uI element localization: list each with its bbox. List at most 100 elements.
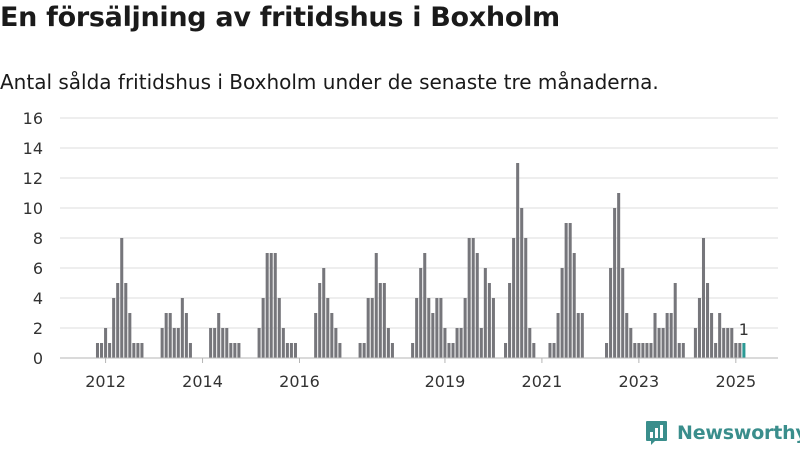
- newsworthy-logo-icon: [646, 421, 667, 445]
- bar: [390, 343, 394, 358]
- bar: [168, 313, 172, 358]
- bar: [277, 298, 281, 358]
- bar: [257, 328, 261, 358]
- bar: [160, 328, 164, 358]
- bar: [657, 328, 661, 358]
- bar: [326, 298, 330, 358]
- bar: [552, 343, 556, 358]
- bar: [423, 253, 427, 358]
- bar: [710, 313, 714, 358]
- chart-title: En försäljning av fritidshus i Boxholm: [0, 2, 560, 33]
- bar: [714, 343, 718, 358]
- bar: [330, 313, 334, 358]
- bar: [665, 313, 669, 358]
- bar: [415, 298, 419, 358]
- highlight-data-label: 1: [739, 320, 749, 339]
- bar: [459, 328, 463, 358]
- bar: [104, 328, 108, 358]
- bar: [419, 268, 423, 358]
- bar: [358, 343, 362, 358]
- bar: [455, 328, 459, 358]
- y-tick-label: 14: [23, 139, 43, 158]
- bar: [556, 313, 560, 358]
- bar: [269, 253, 273, 358]
- bar: [184, 313, 188, 358]
- x-tick-label: 2021: [522, 372, 563, 391]
- newsworthy-logo: Newsworthy: [645, 420, 800, 446]
- bar: [124, 283, 128, 358]
- bar: [128, 313, 132, 358]
- bar: [213, 328, 217, 358]
- bar: [435, 298, 439, 358]
- bar: [673, 283, 677, 358]
- bar: [520, 208, 524, 358]
- bar: [140, 343, 144, 358]
- y-tick-label: 4: [33, 289, 43, 308]
- bar: [366, 298, 370, 358]
- bar: [471, 238, 475, 358]
- bar: [734, 343, 738, 358]
- bar: [451, 343, 455, 358]
- bar: [491, 298, 495, 358]
- bar: [532, 343, 536, 358]
- bar: [681, 343, 685, 358]
- bar: [314, 313, 318, 358]
- bar: [572, 253, 576, 358]
- bar: [580, 313, 584, 358]
- bar: [439, 298, 443, 358]
- bar: [701, 238, 706, 358]
- bar-chart: 0 2 4 6 8 10 12 14 16 1 2012 2014 2016 2019 2021 2023 20…: [23, 109, 778, 391]
- bar: [568, 223, 572, 358]
- x-tick-label: 2019: [425, 372, 466, 391]
- bar: [112, 298, 116, 358]
- bar: [382, 283, 386, 358]
- bar: [524, 238, 528, 358]
- bar: [512, 238, 516, 358]
- bar: [637, 343, 641, 358]
- bar: [164, 313, 168, 358]
- bar: [431, 313, 435, 358]
- bar: [370, 298, 374, 358]
- bar: [265, 253, 269, 358]
- bar: [386, 328, 390, 358]
- bar: [209, 328, 213, 358]
- bar: [564, 223, 568, 358]
- bar: [718, 313, 722, 358]
- bar: [669, 313, 673, 358]
- bar: [487, 283, 491, 358]
- bar: [108, 343, 112, 358]
- bar: [738, 343, 742, 358]
- bar: [338, 343, 342, 358]
- bar: [289, 343, 293, 358]
- bar: [132, 343, 136, 358]
- bar: [362, 343, 366, 358]
- x-tick-label: 2014: [182, 372, 223, 391]
- bar: [443, 328, 447, 358]
- x-tick-label: 2016: [279, 372, 320, 391]
- bar: [483, 268, 487, 358]
- bar: [229, 343, 233, 358]
- y-tick-label: 12: [23, 169, 43, 188]
- y-tick-label: 16: [23, 109, 43, 128]
- bar: [233, 343, 237, 358]
- bar: [641, 343, 645, 358]
- bar: [609, 268, 613, 358]
- x-tick-label: 2012: [85, 372, 126, 391]
- bar: [722, 328, 726, 358]
- bar: [273, 253, 277, 358]
- bar: [560, 268, 564, 358]
- bar: [645, 343, 649, 358]
- bar: [633, 343, 637, 358]
- bar: [100, 343, 104, 358]
- bar: [621, 268, 625, 358]
- bar: [576, 313, 580, 358]
- bar: [697, 298, 701, 358]
- bar: [504, 343, 508, 358]
- bar: [726, 328, 730, 358]
- bar: [613, 208, 617, 358]
- bar: [508, 283, 512, 358]
- bar: [322, 268, 326, 358]
- bar: [225, 328, 229, 358]
- bar: [706, 283, 710, 358]
- y-tick-label: 2: [33, 319, 43, 338]
